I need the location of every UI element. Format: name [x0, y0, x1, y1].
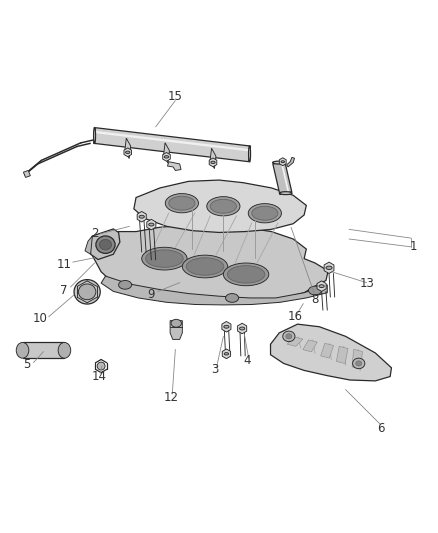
Ellipse shape [281, 161, 285, 163]
Ellipse shape [119, 280, 132, 289]
Text: 5: 5 [23, 358, 31, 372]
Ellipse shape [353, 358, 365, 369]
Ellipse shape [16, 343, 29, 358]
Ellipse shape [186, 258, 224, 275]
Polygon shape [147, 220, 156, 230]
Ellipse shape [308, 286, 321, 295]
Ellipse shape [286, 334, 292, 339]
Polygon shape [137, 212, 146, 222]
Text: 4: 4 [244, 354, 251, 367]
Ellipse shape [97, 362, 105, 370]
Text: 11: 11 [57, 258, 71, 271]
Ellipse shape [224, 353, 229, 355]
Polygon shape [303, 340, 317, 352]
Ellipse shape [78, 284, 96, 300]
Ellipse shape [283, 331, 295, 342]
Ellipse shape [58, 343, 71, 358]
Polygon shape [162, 152, 170, 161]
Ellipse shape [171, 319, 181, 327]
Ellipse shape [279, 192, 292, 195]
Ellipse shape [207, 197, 240, 216]
Polygon shape [287, 337, 303, 346]
Polygon shape [94, 128, 251, 161]
Ellipse shape [227, 265, 265, 283]
Text: 9: 9 [148, 288, 155, 301]
Polygon shape [324, 262, 334, 273]
Ellipse shape [169, 196, 195, 210]
Polygon shape [336, 346, 348, 364]
Polygon shape [287, 157, 294, 167]
Polygon shape [92, 225, 328, 304]
Polygon shape [271, 324, 392, 381]
Text: 10: 10 [32, 312, 47, 325]
Ellipse shape [149, 223, 154, 226]
Text: 13: 13 [360, 278, 375, 290]
Ellipse shape [182, 255, 228, 278]
Ellipse shape [165, 193, 198, 213]
Polygon shape [170, 321, 182, 340]
Ellipse shape [164, 156, 169, 158]
Text: 1: 1 [410, 240, 417, 253]
Ellipse shape [226, 294, 239, 302]
Polygon shape [317, 281, 326, 292]
Ellipse shape [99, 239, 112, 250]
Ellipse shape [240, 327, 245, 330]
Polygon shape [134, 180, 306, 232]
Text: 7: 7 [60, 284, 68, 297]
Ellipse shape [126, 151, 130, 154]
Polygon shape [22, 343, 64, 358]
Text: 14: 14 [92, 370, 106, 383]
Text: 16: 16 [288, 310, 303, 323]
Polygon shape [281, 162, 290, 193]
Ellipse shape [139, 215, 145, 218]
Polygon shape [237, 323, 247, 334]
Polygon shape [124, 148, 131, 157]
Polygon shape [95, 131, 250, 151]
Ellipse shape [249, 146, 251, 162]
Ellipse shape [248, 204, 282, 223]
Polygon shape [85, 236, 92, 254]
Ellipse shape [211, 161, 215, 164]
Ellipse shape [146, 250, 183, 268]
Polygon shape [222, 321, 231, 332]
Ellipse shape [356, 361, 362, 366]
Text: 12: 12 [163, 391, 178, 404]
Polygon shape [273, 161, 292, 195]
Ellipse shape [319, 285, 324, 288]
Polygon shape [163, 143, 170, 163]
Ellipse shape [326, 266, 332, 270]
Polygon shape [321, 343, 334, 358]
Polygon shape [352, 349, 362, 369]
Ellipse shape [96, 236, 115, 253]
Ellipse shape [142, 247, 187, 270]
Polygon shape [167, 161, 181, 171]
Ellipse shape [224, 325, 229, 328]
Ellipse shape [94, 127, 95, 144]
Polygon shape [125, 138, 131, 158]
Polygon shape [210, 148, 216, 168]
Text: 2: 2 [91, 227, 98, 240]
Polygon shape [209, 158, 217, 167]
Polygon shape [222, 349, 230, 359]
Ellipse shape [223, 263, 269, 286]
Text: 15: 15 [168, 90, 183, 103]
Polygon shape [279, 158, 286, 166]
Ellipse shape [272, 161, 285, 164]
Text: 6: 6 [377, 422, 384, 434]
Ellipse shape [210, 199, 237, 213]
Text: 3: 3 [211, 362, 218, 376]
Ellipse shape [74, 280, 100, 304]
Ellipse shape [252, 206, 278, 220]
Text: 8: 8 [311, 293, 319, 306]
Polygon shape [23, 171, 30, 177]
Polygon shape [89, 229, 120, 260]
Polygon shape [101, 276, 327, 305]
